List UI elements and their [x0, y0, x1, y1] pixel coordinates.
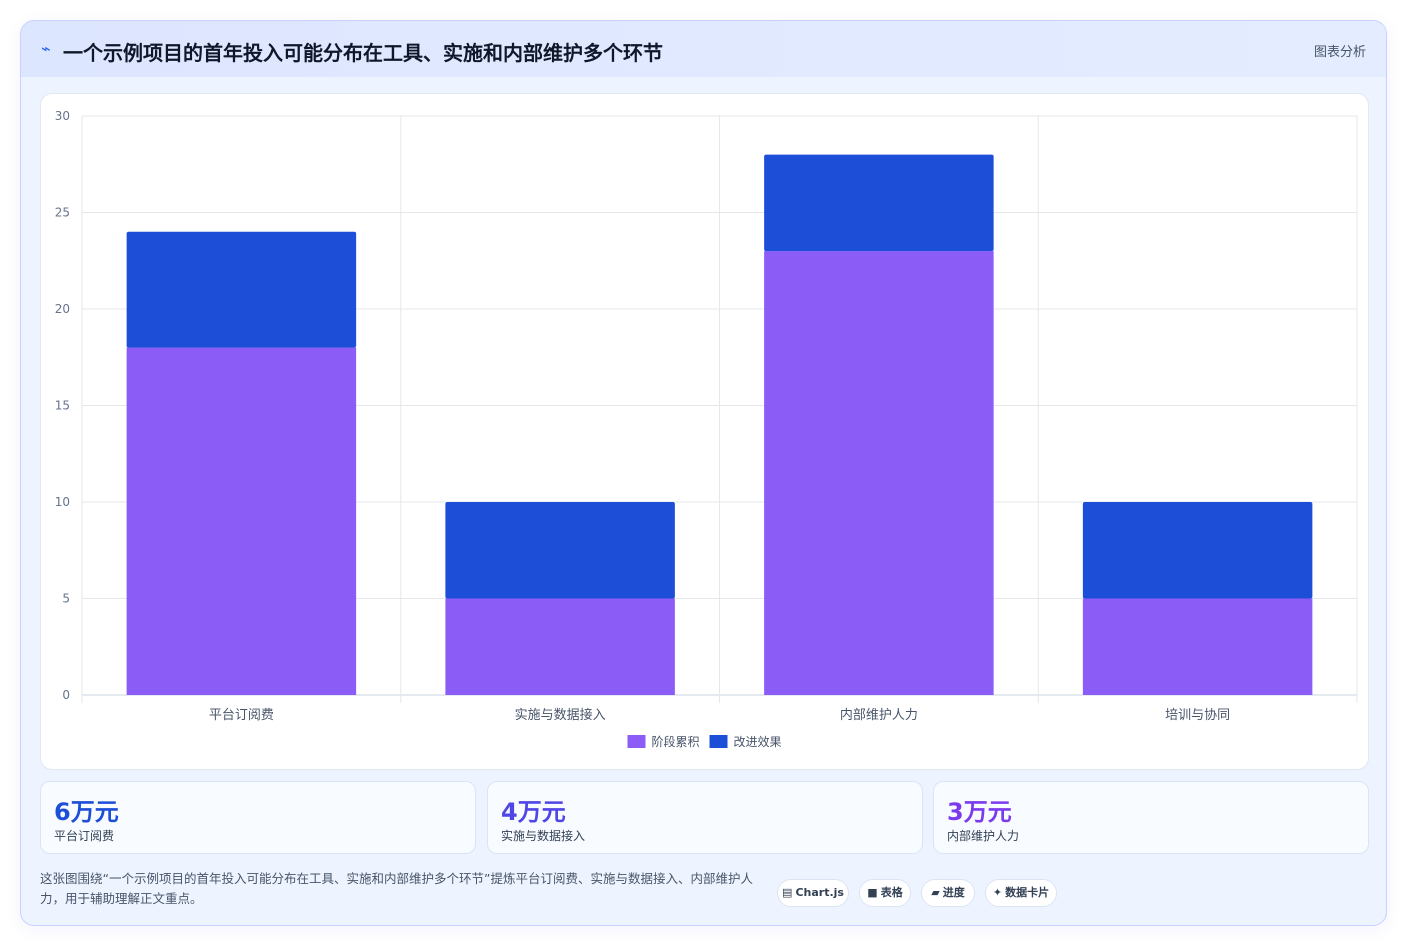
- x-tick-label: 内部维护人力: [840, 707, 918, 723]
- bar-stage-cumulative: [764, 251, 994, 695]
- legend-swatch: [709, 735, 728, 748]
- bar-stage-cumulative: [126, 347, 357, 695]
- pill-data-cards[interactable]: ✦ 数据卡片: [985, 879, 1057, 907]
- y-tick-label: 20: [55, 302, 70, 316]
- stat-label: 内部维护人力: [947, 829, 1020, 843]
- chart-card: ⌁ 一个示例项目的首年投入可能分布在工具、实施和内部维护多个环节 图表分析 0 5…: [20, 20, 1387, 926]
- stat-label: 实施与数据接入: [501, 829, 586, 843]
- stat-value: 3万元: [947, 798, 1012, 826]
- chart-panel: 0 5 10 15 20 25 30 平台订阅费 实施与数据接入 内部维护人力 培训与协同阶段累积 改…: [40, 93, 1369, 770]
- stat-card-3: 3万元 内部维护人力: [933, 781, 1369, 854]
- bar-improvement-effect: [1082, 502, 1313, 599]
- pill-chartjs[interactable]: ▤ Chart.js: [777, 879, 849, 907]
- sparkline-icon: ⌁: [41, 39, 51, 58]
- y-tick-label: 25: [55, 206, 70, 220]
- bar-improvement-effect: [445, 502, 675, 599]
- y-tick-label: 0: [62, 688, 70, 702]
- legend-swatch: [627, 735, 646, 748]
- stat-card-2: 4万元 实施与数据接入: [487, 781, 923, 854]
- x-tick-label: 实施与数据接入: [515, 707, 606, 723]
- legend-label: 改进效果: [734, 734, 782, 749]
- x-tick-label: 平台订阅费: [209, 708, 274, 723]
- chart-icon: ▤: [782, 886, 793, 899]
- y-tick-label: 10: [55, 495, 70, 509]
- card-icon: ✦: [992, 886, 1003, 899]
- pill-label: Chart.js: [795, 886, 844, 899]
- stat-value: 6万元: [54, 798, 119, 826]
- y-tick-label: 5: [62, 592, 70, 606]
- bar-stage-cumulative: [445, 598, 675, 695]
- chart-description: 这张图围绕“一个示例项目的首年投入可能分布在工具、实施和内部维护多个环节”提炼平…: [40, 871, 753, 906]
- bar-improvement-effect: [126, 231, 357, 348]
- bar-improvement-effect: [764, 154, 994, 252]
- stat-value: 4万元: [501, 798, 566, 826]
- pill-table[interactable]: ■ 表格: [859, 879, 911, 907]
- table-icon: ■: [867, 886, 878, 899]
- chart-title: 一个示例项目的首年投入可能分布在工具、实施和内部维护多个环节: [63, 41, 663, 65]
- chart-analysis-tag: 图表分析: [1313, 45, 1366, 60]
- stat-card-1: 6万元 平台订阅费: [40, 781, 476, 854]
- stat-label: 平台订阅费: [54, 829, 115, 843]
- bar-stage-cumulative: [1082, 598, 1313, 695]
- progress-icon: ▰: [931, 886, 940, 899]
- pill-progress[interactable]: ▰ 进度: [921, 879, 975, 907]
- x-tick-label: 培训与协同: [1165, 707, 1230, 723]
- y-tick-label: 15: [55, 399, 70, 413]
- legend-label: 阶段累积: [652, 734, 700, 749]
- y-tick-label: 30: [55, 109, 70, 123]
- pill-label: 表格: [880, 886, 903, 899]
- pill-label: 数据卡片: [1005, 886, 1050, 899]
- pill-label: 进度: [942, 886, 965, 899]
- card-header: ⌁ 一个示例项目的首年投入可能分布在工具、实施和内部维护多个环节 图表分析: [21, 21, 1386, 77]
